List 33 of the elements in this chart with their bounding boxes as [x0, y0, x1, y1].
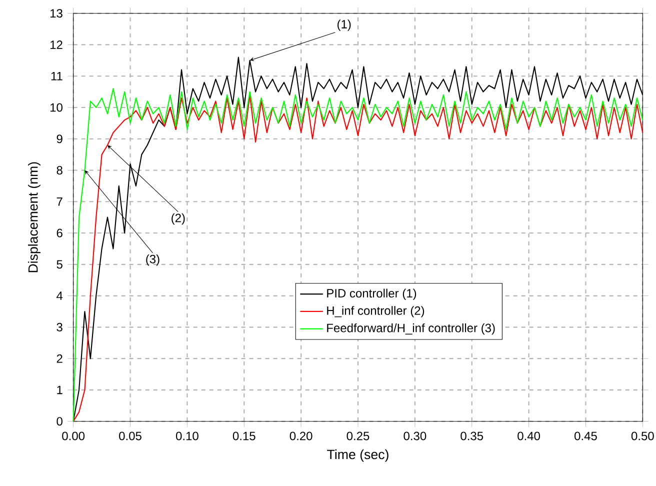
x-tick-label: 0.40 [518, 432, 540, 440]
annotation: (3) [146, 254, 160, 266]
y-tick-label: 6 [56, 228, 62, 238]
y-tick-label: 0 [56, 417, 62, 426]
x-tick-label: 0.15 [232, 432, 256, 440]
y-tick-label: 7 [56, 198, 62, 206]
x-tick-label: 0.45 [574, 432, 597, 440]
x-tick-label: 0.50 [631, 432, 654, 440]
y-tick-label: 4 [56, 292, 63, 300]
annotation: (2) [172, 213, 185, 225]
legend-label: Feedforward/H_inf controller (3) [327, 323, 495, 335]
x-tick-label: 0.05 [119, 432, 142, 440]
y-axis-title: Displacement (nm) [28, 162, 40, 272]
y-tick-label: 12 [50, 40, 62, 49]
x-tick-label: 0.25 [346, 432, 370, 440]
y-tick-label: 11 [51, 72, 62, 80]
legend-label: H_inf controller (2) [327, 306, 424, 318]
x-tick-label: 0.30 [404, 432, 426, 440]
x-tick-label: 0.35 [460, 432, 484, 440]
y-tick-label: 5 [56, 260, 62, 269]
x-tick-label: 0.00 [62, 432, 85, 440]
x-tick-label: 0.10 [176, 432, 198, 440]
y-tick-label: 8 [56, 166, 62, 175]
legend-label: PID controller (1) [327, 288, 416, 300]
x-tick-label: 0.20 [290, 432, 312, 440]
y-tick-label: 3 [56, 322, 62, 332]
annotation: (1) [338, 20, 351, 31]
y-tick-label: 2 [56, 354, 62, 363]
y-tick-label: 9 [56, 134, 62, 144]
x-axis-title: Time (sec) [327, 449, 388, 462]
y-tick-label: 10 [50, 103, 62, 112]
y-tick-label: 1 [57, 386, 62, 394]
y-tick-label: 13 [50, 9, 62, 18]
